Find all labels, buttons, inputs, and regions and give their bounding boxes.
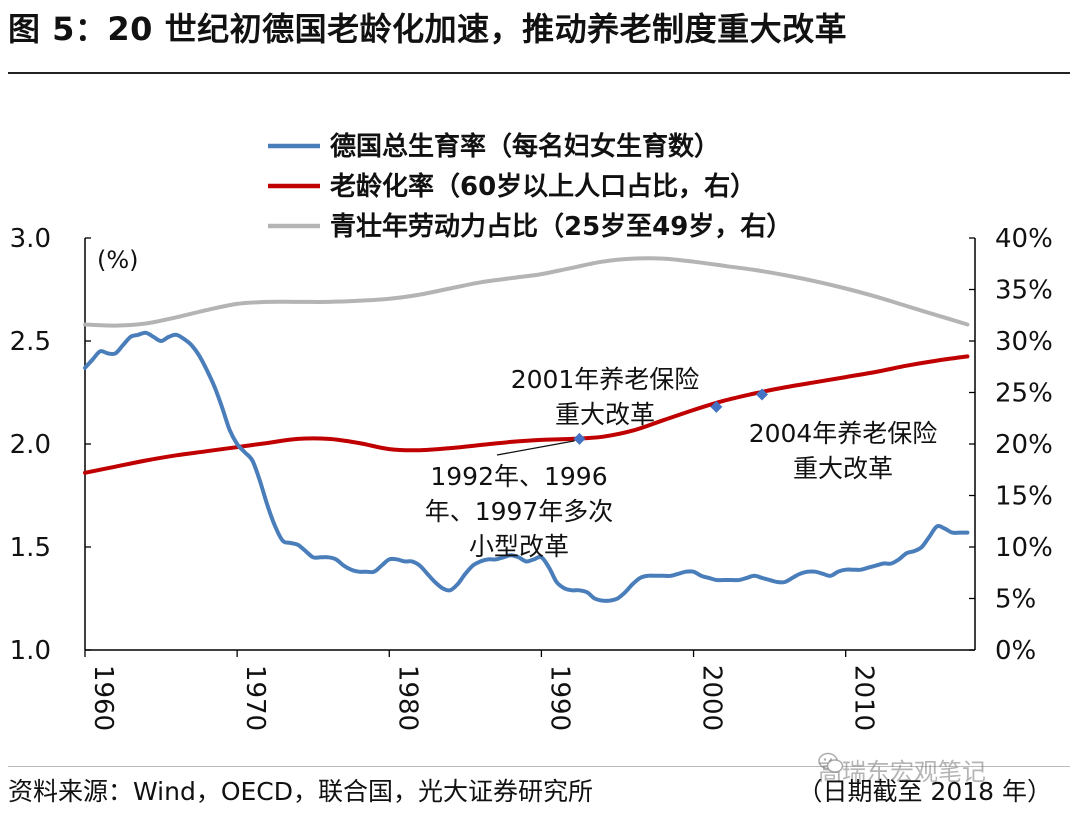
annotation-text: 小型改革	[469, 532, 569, 561]
date-note: （日期截至 2018 年）	[797, 777, 1052, 806]
y-right-tick-label: 0%	[995, 636, 1036, 666]
x-tick-label: 1980	[392, 665, 422, 731]
legend-label: 老龄化率（60岁以上人口占比，右）	[330, 171, 756, 202]
chart-markers	[573, 388, 769, 445]
reform-marker	[710, 400, 723, 413]
line-chart: 1.0 1.5 2.0 2.5 3.0 0% 5% 10% 15% 20% 25% 30% 35% 40%…	[10, 131, 1053, 731]
x-tick-label: 2000	[697, 665, 727, 731]
annotation-text: 2004年养老保险	[749, 419, 938, 448]
annotation-text: 年、1997年多次	[425, 497, 614, 526]
x-tick-label: 1970	[240, 665, 270, 731]
x-tick-label: 2010	[849, 665, 879, 731]
annotation-text: 2001年养老保险	[511, 365, 700, 394]
footer-divider	[8, 766, 1070, 767]
y-right-tick-label: 5%	[995, 585, 1036, 615]
y-right-tick-label: 15%	[995, 482, 1053, 512]
x-tick-label: 1990	[544, 665, 574, 731]
chart-series	[83, 256, 970, 603]
annotation-text: 重大改革	[793, 454, 893, 483]
y-right-tick-label: 20%	[995, 430, 1053, 460]
chart-annotations: 2001年养老保险重大改革2004年养老保险重大改革1992年、1996年、19…	[425, 365, 938, 561]
reform-marker	[573, 432, 586, 445]
young-labor-share-line	[83, 256, 970, 328]
annotation-text: 重大改革	[555, 400, 655, 429]
legend-label: 青壮年劳动力占比（25岁至49岁，右）	[330, 211, 792, 242]
y-left-tick-label: 1.5	[10, 533, 51, 563]
figure-title: 图 5：20 世纪初德国老龄化加速，推动养老制度重大改革	[8, 10, 848, 48]
chart-legend: 德国总生育率（每名妇女生育数） 老龄化率（60岁以上人口占比，右） 青壮年劳动力占比…	[268, 131, 792, 242]
y-right-tick-label: 25%	[995, 379, 1053, 409]
unit-label: (%)	[97, 246, 139, 274]
watermark-text: 高瑞东宏观笔记	[818, 758, 986, 786]
title-divider	[8, 72, 1070, 74]
legend-label: 德国总生育率（每名妇女生育数）	[330, 131, 720, 162]
y-right-tick-label: 30%	[995, 327, 1053, 357]
x-tick-label: 1960	[88, 665, 118, 731]
fertility-rate-line	[83, 330, 970, 603]
y-right-tick-label: 35%	[995, 276, 1053, 306]
y-left-tick-label: 2.0	[10, 430, 51, 460]
y-right-tick-label: 10%	[995, 533, 1053, 563]
aging-rate-line	[83, 354, 970, 475]
y-right-tick-label: 40%	[995, 224, 1053, 254]
annotation-text: 1992年、1996	[430, 462, 607, 491]
y-left-tick-label: 3.0	[10, 224, 51, 254]
chart-axes: 1.0 1.5 2.0 2.5 3.0 0% 5% 10% 15% 20% 25% 30% 35% 40%…	[10, 224, 1053, 731]
wechat-icon	[818, 752, 844, 773]
annotation-leader-line	[496, 440, 575, 456]
watermark: 高瑞东宏观笔记	[818, 752, 986, 787]
y-left-tick-label: 1.0	[10, 636, 51, 666]
source-note: 资料来源：Wind，OECD，联合国，光大证券研究所	[8, 777, 594, 806]
reform-marker	[756, 388, 769, 401]
y-left-tick-label: 2.5	[10, 327, 51, 357]
